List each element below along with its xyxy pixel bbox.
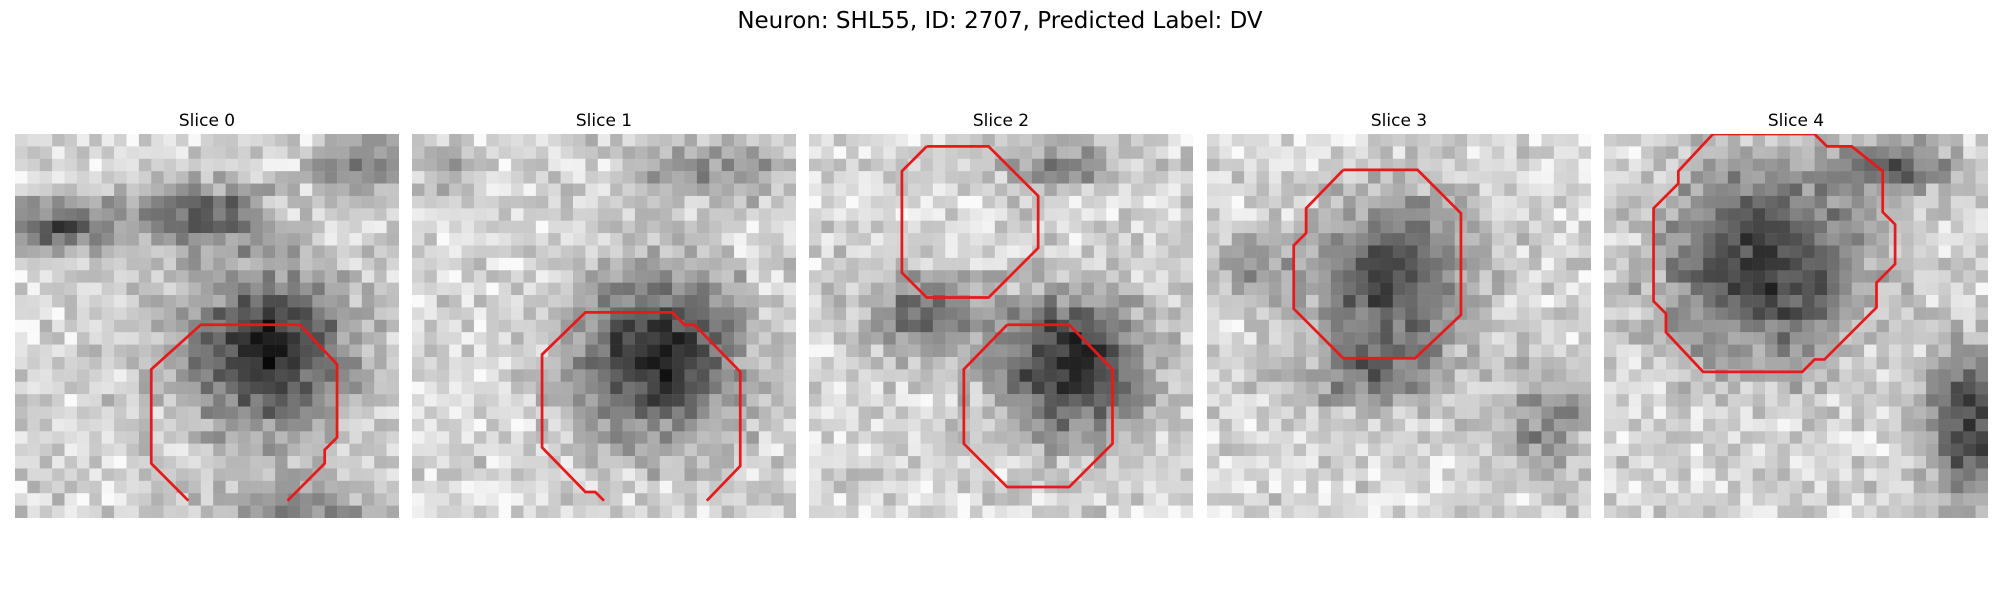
slice-panel-4: Slice 4 — [1604, 108, 1988, 518]
contour-outline — [962, 323, 1114, 489]
slice-image-1 — [412, 134, 796, 518]
slice-title: Slice 3 — [1370, 111, 1428, 131]
contour-outline — [900, 145, 1040, 299]
pixel-grid — [1207, 134, 1591, 518]
figure-title: Neuron: SHL55, ID: 2707, Predicted Label… — [737, 8, 1263, 34]
contour-outline — [1652, 134, 1897, 374]
pixel-grid — [15, 134, 399, 518]
slice-title: Slice 2 — [972, 111, 1030, 131]
contour-outline — [149, 323, 339, 502]
slice-title: Slice 1 — [575, 111, 633, 131]
slice-image-3 — [1207, 134, 1591, 518]
contour-outline — [1292, 168, 1463, 360]
pixel-grid — [1604, 134, 1988, 518]
slice-title: Slice 0 — [178, 111, 236, 131]
contour-outline — [540, 311, 742, 502]
pixel-grid — [809, 134, 1193, 518]
slice-panel-0: Slice 0 — [15, 108, 399, 518]
slice-image-4 — [1604, 134, 1988, 518]
slice-image-2 — [809, 134, 1193, 518]
slice-panel-2: Slice 2 — [809, 108, 1193, 518]
slice-title: Slice 4 — [1767, 111, 1825, 131]
slice-panel-3: Slice 3 — [1207, 108, 1591, 518]
pixel-grid — [412, 134, 796, 518]
slice-image-0 — [15, 134, 399, 518]
slice-panel-1: Slice 1 — [412, 108, 796, 518]
